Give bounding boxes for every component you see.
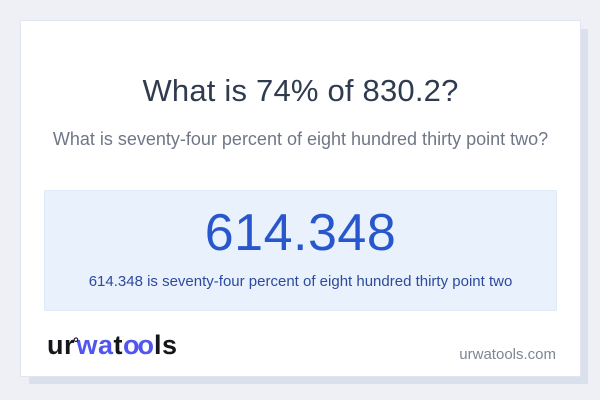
logo-segment-ls: ls [153, 330, 178, 360]
answer-sentence: 614.348 is seventy-four percent of eight… [88, 273, 513, 290]
logo-degree-ring-icon: ° [73, 335, 80, 352]
logo-segment-wa: wa [76, 330, 114, 360]
urwatools-logo[interactable]: ur°watools [47, 329, 178, 366]
card-footer: ur°watools urwatools.com [47, 329, 556, 366]
question-title: What is 74% of 830.2? [142, 73, 459, 108]
site-url: urwatools.com [459, 346, 556, 363]
logo-glasses-oo-icon: oo [122, 330, 154, 360]
answer-value: 614.348 [204, 204, 397, 262]
question-subtitle: What is seventy-four percent of eight hu… [52, 129, 549, 149]
answer-box: 614.348 614.348 is seventy-four percent … [44, 190, 557, 311]
logo-segment-t: t [113, 330, 123, 360]
result-card: What is 74% of 830.2? What is seventy-fo… [20, 20, 581, 377]
logo-segment-ur: ur [47, 330, 75, 360]
